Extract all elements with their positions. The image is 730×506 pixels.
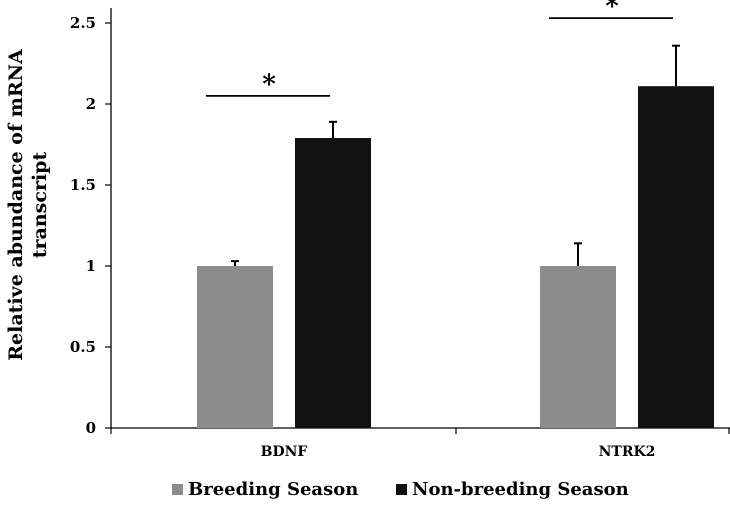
significance-star-ntrk2: * <box>605 0 619 22</box>
legend-swatch-non-breeding <box>396 484 407 495</box>
error-bars <box>231 44 680 266</box>
legend-label-non-breeding: Non-breeding Season <box>412 479 629 500</box>
x-tick-label-ntrk2: NTRK2 <box>599 444 656 460</box>
y-axis-title: Relative abundance of mRNA transcript <box>5 49 51 361</box>
y-axis-title-line-2: transcript <box>29 152 51 259</box>
y-tick-label-1: 0.5 <box>70 338 96 356</box>
legend-label-breeding: Breeding Season <box>188 479 358 500</box>
significance-markers: ** <box>206 0 673 100</box>
bars <box>197 86 714 429</box>
y-tick-label-3: 1.5 <box>70 176 96 194</box>
bar-bdnf-breeding <box>197 266 273 428</box>
y-tick-label-0: 0 <box>86 419 96 437</box>
legend: Breeding Season Non-breeding Season <box>172 479 629 500</box>
bar-ntrk2-breeding <box>540 266 616 428</box>
y-tick-label-4: 2 <box>86 95 96 113</box>
y-tick-label-5: 2.5 <box>70 14 96 32</box>
legend-swatch-breeding <box>172 484 183 495</box>
significance-star-bdnf: * <box>262 70 276 100</box>
tick-labels: 0 0.5 1 1.5 2 2.5 BDNF NTRK2 <box>70 14 655 460</box>
bar-bdnf-non-breeding <box>295 138 371 428</box>
bar-ntrk2-non-breeding <box>638 86 714 429</box>
y-axis-title-line-1: Relative abundance of mRNA <box>5 49 27 361</box>
y-tick-label-2: 1 <box>86 257 96 275</box>
x-tick-label-bdnf: BDNF <box>261 444 308 460</box>
